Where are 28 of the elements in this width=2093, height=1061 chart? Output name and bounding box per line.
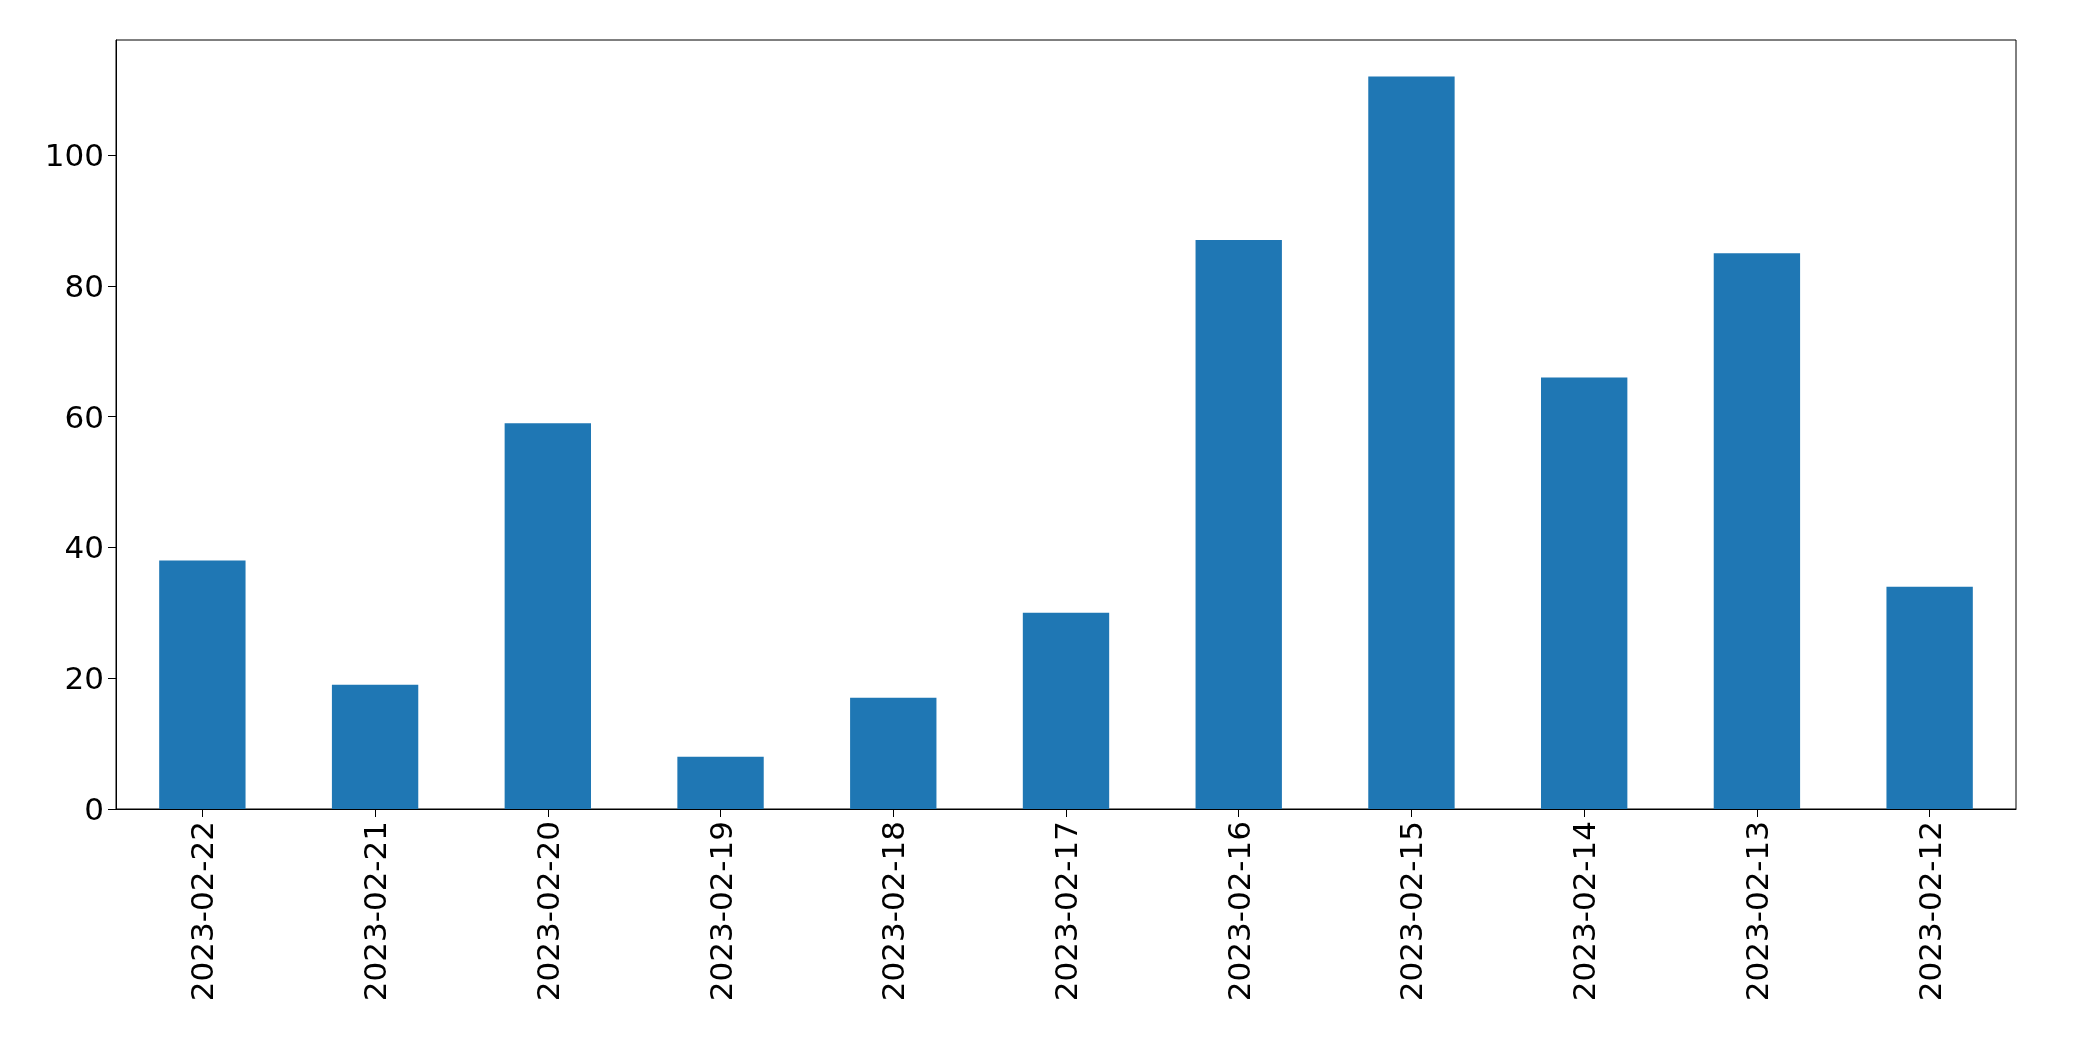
x-tick-label: 2023-02-18: [875, 821, 912, 1002]
x-tick-label: 2023-02-22: [184, 821, 221, 1002]
bar: [1368, 76, 1455, 809]
x-tick-label: 2023-02-20: [529, 821, 566, 1002]
bar: [1541, 377, 1628, 809]
x-tick-label: 2023-02-12: [1911, 821, 1948, 1002]
y-tick-label: 60: [64, 398, 104, 435]
y-tick-label: 0: [84, 791, 104, 827]
x-tick-label: 2023-02-14: [1566, 821, 1603, 1002]
x-tick-label: 2023-02-17: [1048, 821, 1084, 1002]
x-tick-label: 2023-02-19: [702, 821, 739, 1002]
x-tick-label: 2023-02-16: [1220, 821, 1257, 1002]
bar: [1886, 586, 1973, 809]
y-tick-label: 100: [44, 137, 104, 174]
bar: [1713, 253, 1801, 809]
x-tick-label: 2023-02-13: [1738, 821, 1775, 1002]
y-tick-label: 40: [64, 529, 104, 566]
x-tick-label: 2023-02-21: [357, 821, 394, 1002]
bar: [850, 697, 937, 809]
bar: [331, 684, 419, 809]
bar: [1022, 612, 1110, 809]
bar: [1195, 240, 1282, 809]
y-tick-label: 20: [64, 660, 104, 697]
bar: [159, 560, 246, 809]
bar: [677, 756, 764, 809]
x-tick-label: 2023-02-15: [1393, 821, 1430, 1002]
y-tick-label: 80: [64, 267, 104, 304]
bar: [504, 423, 591, 809]
